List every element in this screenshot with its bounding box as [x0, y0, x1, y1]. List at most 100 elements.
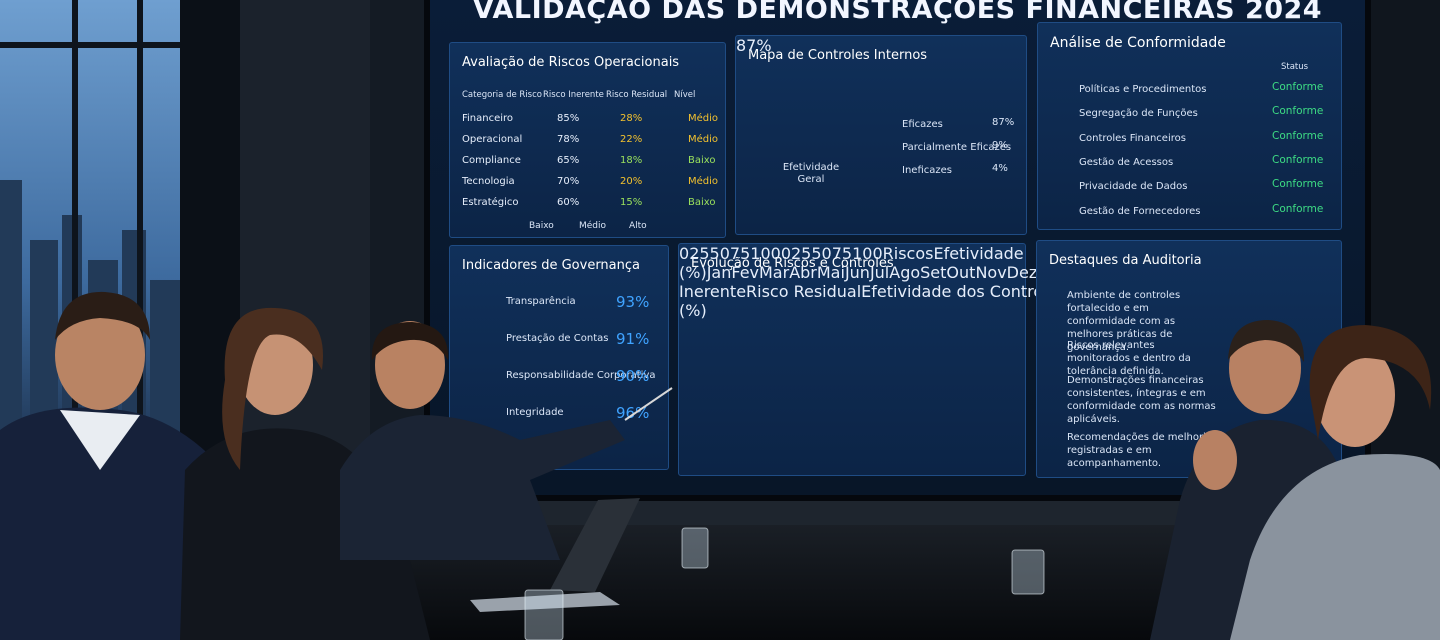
y2-tick-label: 0: [780, 244, 791, 263]
indicator-value: 90%: [616, 367, 650, 385]
legend-label: Risco Residual: [746, 282, 862, 301]
table-cell: Médio: [688, 176, 719, 187]
legend-label: Parcialmente Eficazes: [902, 142, 1012, 153]
y-tick-label: 0: [679, 244, 690, 263]
compliance-panel: Análise de Conformidade Status Políticas e…: [1037, 22, 1342, 230]
legend-value: 87%: [992, 117, 1015, 128]
table-cell: Compliance: [462, 155, 521, 166]
x-tick-label: Nov: [975, 263, 1007, 282]
x-tick-label: Fev: [731, 263, 759, 282]
table-cell: Financeiro: [462, 113, 514, 124]
panel-title: Indicadores de Governança: [462, 258, 640, 273]
legend-label: Alto: [629, 221, 647, 231]
compliance-item: Políticas e Procedimentos: [1079, 84, 1207, 95]
column-header: Risco Residual: [606, 90, 668, 100]
table-cell: 70%: [557, 176, 580, 187]
panel-title: Destaques da Auditoria: [1049, 253, 1202, 268]
compliance-item: Controles Financeiros: [1079, 132, 1186, 144]
indicator-label: Responsabilidade Corporativa: [506, 370, 656, 381]
y-tick-label: 50: [709, 244, 730, 263]
highlight-text: Demonstrações financeiras consistentes, …: [1067, 375, 1216, 425]
risk-panel: Avaliação de Riscos Operacionais Categori…: [449, 42, 726, 238]
y-tick-label: 75: [729, 244, 751, 263]
curtain: [180, 0, 240, 480]
x-tick-label: Mar: [759, 263, 790, 282]
y-axis-title: Riscos: [882, 244, 934, 263]
legend-label: Efetividade dos Controles (%): [679, 282, 1066, 320]
compliance-item: Gestão de Acessos: [1079, 156, 1174, 168]
x-tick-label: Set: [920, 263, 947, 282]
indicator-value: 93%: [616, 293, 650, 311]
panel-title: Avaliação de Riscos Operacionais: [462, 55, 680, 70]
legend-label: Ineficazes: [902, 165, 952, 176]
y2-tick-label: 25: [791, 244, 812, 263]
compliance-status: Conforme: [1272, 202, 1324, 215]
panel-title: Mapa de Controles Internos: [748, 48, 928, 63]
compliance-status: Conforme: [1272, 105, 1324, 118]
highlight-text: Recomendações de melhoria registradas e …: [1067, 432, 1212, 469]
table-cell: Médio: [688, 113, 719, 124]
dashboard-screen: VALIDAÇÃO DAS DEMONSTRAÇÕES FINANCEIRAS …: [430, 0, 1365, 495]
x-tick-label: Abr: [789, 263, 817, 282]
table-cell: 65%: [557, 155, 580, 166]
y-tick-label: 25: [689, 244, 710, 263]
y-tick-label: 100: [750, 244, 781, 263]
table-cell: Baixo: [688, 155, 716, 166]
compliance-item: Segregação de Funções: [1079, 108, 1198, 120]
table-cell: 18%: [620, 155, 643, 166]
dashboard-title: VALIDAÇÃO DAS DEMONSTRAÇÕES FINANCEIRAS …: [472, 0, 1323, 25]
wall-panel: [240, 0, 370, 470]
indicator-label: Prestação de Contas: [506, 333, 609, 344]
x-tick-label: Out: [946, 263, 976, 282]
legend-label: Médio: [579, 221, 607, 231]
table-cell: Baixo: [688, 197, 716, 208]
indicator-label: Transparência: [506, 296, 576, 307]
y2-tick-label: 50: [811, 244, 832, 263]
table-cell: Médio: [688, 134, 719, 145]
table-cell: 28%: [620, 113, 643, 124]
y2-axis-title: Efetividade (%): [679, 244, 1024, 282]
x-tick-label: Jan: [706, 263, 732, 282]
legend-value: 9%: [992, 140, 1008, 151]
panel-title: Evolução de Riscos e Controles: [691, 256, 894, 271]
table-cell: 20%: [620, 176, 643, 187]
panel-graphics: 87%: [736, 36, 772, 55]
table-cell: 78%: [557, 134, 580, 145]
compliance-status: Conforme: [1272, 129, 1324, 142]
table-cell: 22%: [620, 134, 643, 145]
table-cell: 60%: [557, 197, 580, 208]
status-header: Status: [1281, 62, 1309, 72]
table-cell: Estratégico: [462, 197, 519, 208]
column-header: Risco Inerente: [543, 90, 604, 100]
wall-panel: [1365, 0, 1440, 480]
compliance-item: Privacidade de Dados: [1079, 181, 1188, 193]
x-tick-label: Jun: [844, 263, 870, 282]
table-cell: Tecnologia: [462, 176, 515, 187]
highlight-text: Ambiente de controles fortalecido e em c…: [1067, 290, 1181, 353]
y2-tick-label: 75: [831, 244, 853, 263]
governance-panel: Indicadores de Governança Transparência 93…: [449, 245, 669, 470]
x-tick-label: Jul: [869, 263, 890, 282]
column-header: Nível: [674, 90, 696, 100]
legend-label: Baixo: [529, 221, 554, 231]
column-header: Categoria de Risco: [462, 90, 542, 100]
evolution-panel: Evolução de Riscos e Controles 0255075100…: [678, 243, 1080, 476]
x-tick-label: Ago: [889, 263, 921, 282]
compliance-item: Gestão de Fornecedores: [1079, 205, 1201, 217]
controls-panel: Mapa de Controles Internos 87% Efetividade…: [735, 35, 1027, 235]
x-tick-label: Dez: [1006, 263, 1038, 282]
indicator-value: 96%: [616, 404, 650, 422]
legend-value: 4%: [992, 163, 1008, 174]
table-cell: Operacional: [462, 134, 523, 145]
indicator-label: Integridade: [506, 407, 564, 418]
table-cell: 85%: [557, 113, 580, 124]
y2-tick-label: 100: [852, 244, 883, 263]
compliance-status: Conforme: [1272, 153, 1324, 166]
compliance-status: Conforme: [1272, 178, 1324, 191]
donut-center-value: 87%: [736, 36, 772, 55]
table-cell: 15%: [620, 197, 643, 208]
donut-center-label: Efetividade Geral: [782, 162, 840, 185]
panel-title: Análise de Conformidade: [1050, 35, 1226, 51]
panel-graphics: 02550751000255075100RiscosEfetividade (%…: [679, 244, 1080, 320]
